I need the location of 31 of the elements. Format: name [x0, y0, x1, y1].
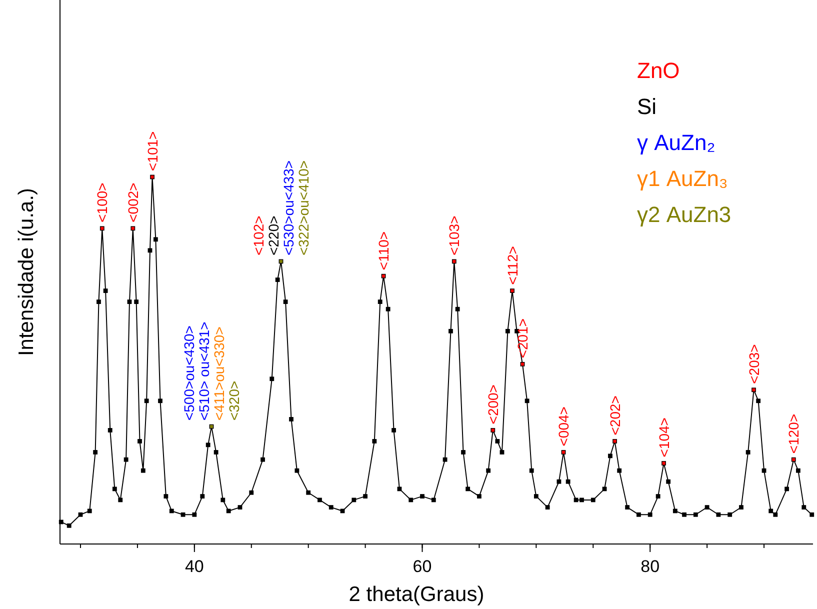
annotation: <200> [484, 384, 501, 424]
y-axis-title: Intensidade i(u.a.) [15, 188, 38, 356]
annotation: <530>ou<433> [280, 160, 296, 256]
annotation: <220> [266, 216, 282, 256]
annotation: <112> [504, 246, 520, 285]
annotation: <120> [786, 414, 802, 454]
annotation: <004> [556, 406, 572, 446]
annotation: <104> [656, 418, 672, 458]
text: Si [637, 94, 657, 119]
annotation: <103> [446, 216, 462, 256]
text: ZnO [637, 58, 680, 83]
annotation: <500>ou<430> [181, 326, 198, 421]
annotation: <203> [746, 344, 762, 384]
x-tick-label: 60 [412, 557, 432, 576]
text: γ1 AuZn₃ [637, 166, 728, 191]
annotation: <102> [250, 216, 266, 256]
annotation: <320> [226, 380, 242, 421]
annotation: <202> [606, 396, 623, 436]
x-tick-label: 80 [640, 557, 660, 576]
annotation: <510> ou<431> [196, 322, 212, 421]
annotation: <100> [94, 182, 110, 222]
annotation: <101> [144, 131, 160, 171]
x-axis-title: 2 theta(Graus) [348, 583, 484, 606]
text: γ AuZn₂ [637, 130, 716, 155]
x-tick-label: 40 [184, 557, 204, 576]
text: γ2 AuZn3 [637, 202, 732, 227]
annotation: <110> [376, 231, 392, 270]
annotation: <002> [124, 182, 141, 222]
annotation: <411>ou<330> [211, 326, 228, 421]
annotation: <201> [514, 318, 531, 358]
annotation: <322>ou<410> [296, 160, 312, 256]
